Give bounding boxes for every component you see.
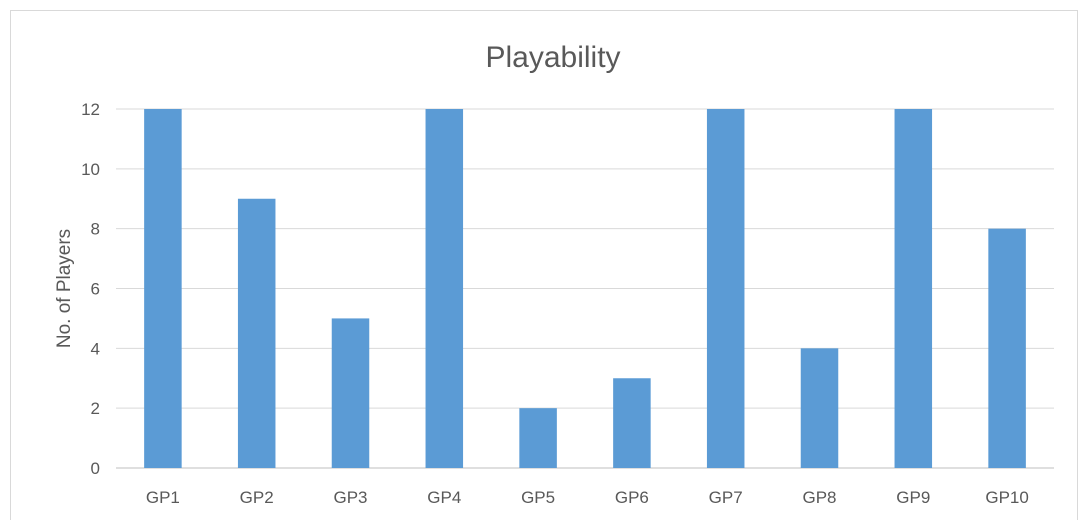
bar-gp6 (613, 378, 651, 468)
bar-gp7 (706, 109, 745, 468)
y-axis-title: No. of Players (54, 229, 75, 348)
y-tick-label: 12 (81, 100, 100, 119)
x-tick-label: GP4 (427, 488, 461, 507)
y-tick-label: 0 (91, 459, 100, 478)
x-tick-label: GP5 (521, 488, 555, 507)
x-tick-label: GP3 (333, 488, 367, 507)
bar-gp2 (237, 198, 276, 468)
x-tick-label: GP1 (146, 488, 180, 507)
bar-gp5 (519, 408, 557, 468)
x-axis-ticks: GP1 GP2 GP3 GP4 GP5 GP6 GP7 GP8 GP9 GP10 (146, 488, 1029, 507)
y-axis-ticks: 0 2 4 6 8 10 12 (81, 100, 100, 478)
y-tick-label: 8 (91, 220, 100, 239)
bars (144, 109, 1026, 468)
bar-gp9 (894, 109, 933, 468)
x-tick-label: GP7 (709, 488, 743, 507)
x-tick-label: GP10 (985, 488, 1028, 507)
bar-gp4 (425, 109, 464, 468)
bar-gp1 (144, 109, 182, 468)
bar-gp3 (331, 318, 370, 468)
bar-gp8 (800, 348, 839, 468)
x-tick-label: GP2 (240, 488, 274, 507)
y-tick-label: 4 (91, 339, 100, 358)
y-tick-label: 6 (91, 280, 100, 299)
bar-gp10 (988, 228, 1026, 468)
y-tick-label: 10 (81, 160, 100, 179)
x-tick-label: GP6 (615, 488, 649, 507)
x-tick-label: GP9 (896, 488, 930, 507)
chart-title: Playability (485, 41, 620, 74)
x-tick-label: GP8 (802, 488, 836, 507)
y-tick-label: 2 (91, 399, 100, 418)
